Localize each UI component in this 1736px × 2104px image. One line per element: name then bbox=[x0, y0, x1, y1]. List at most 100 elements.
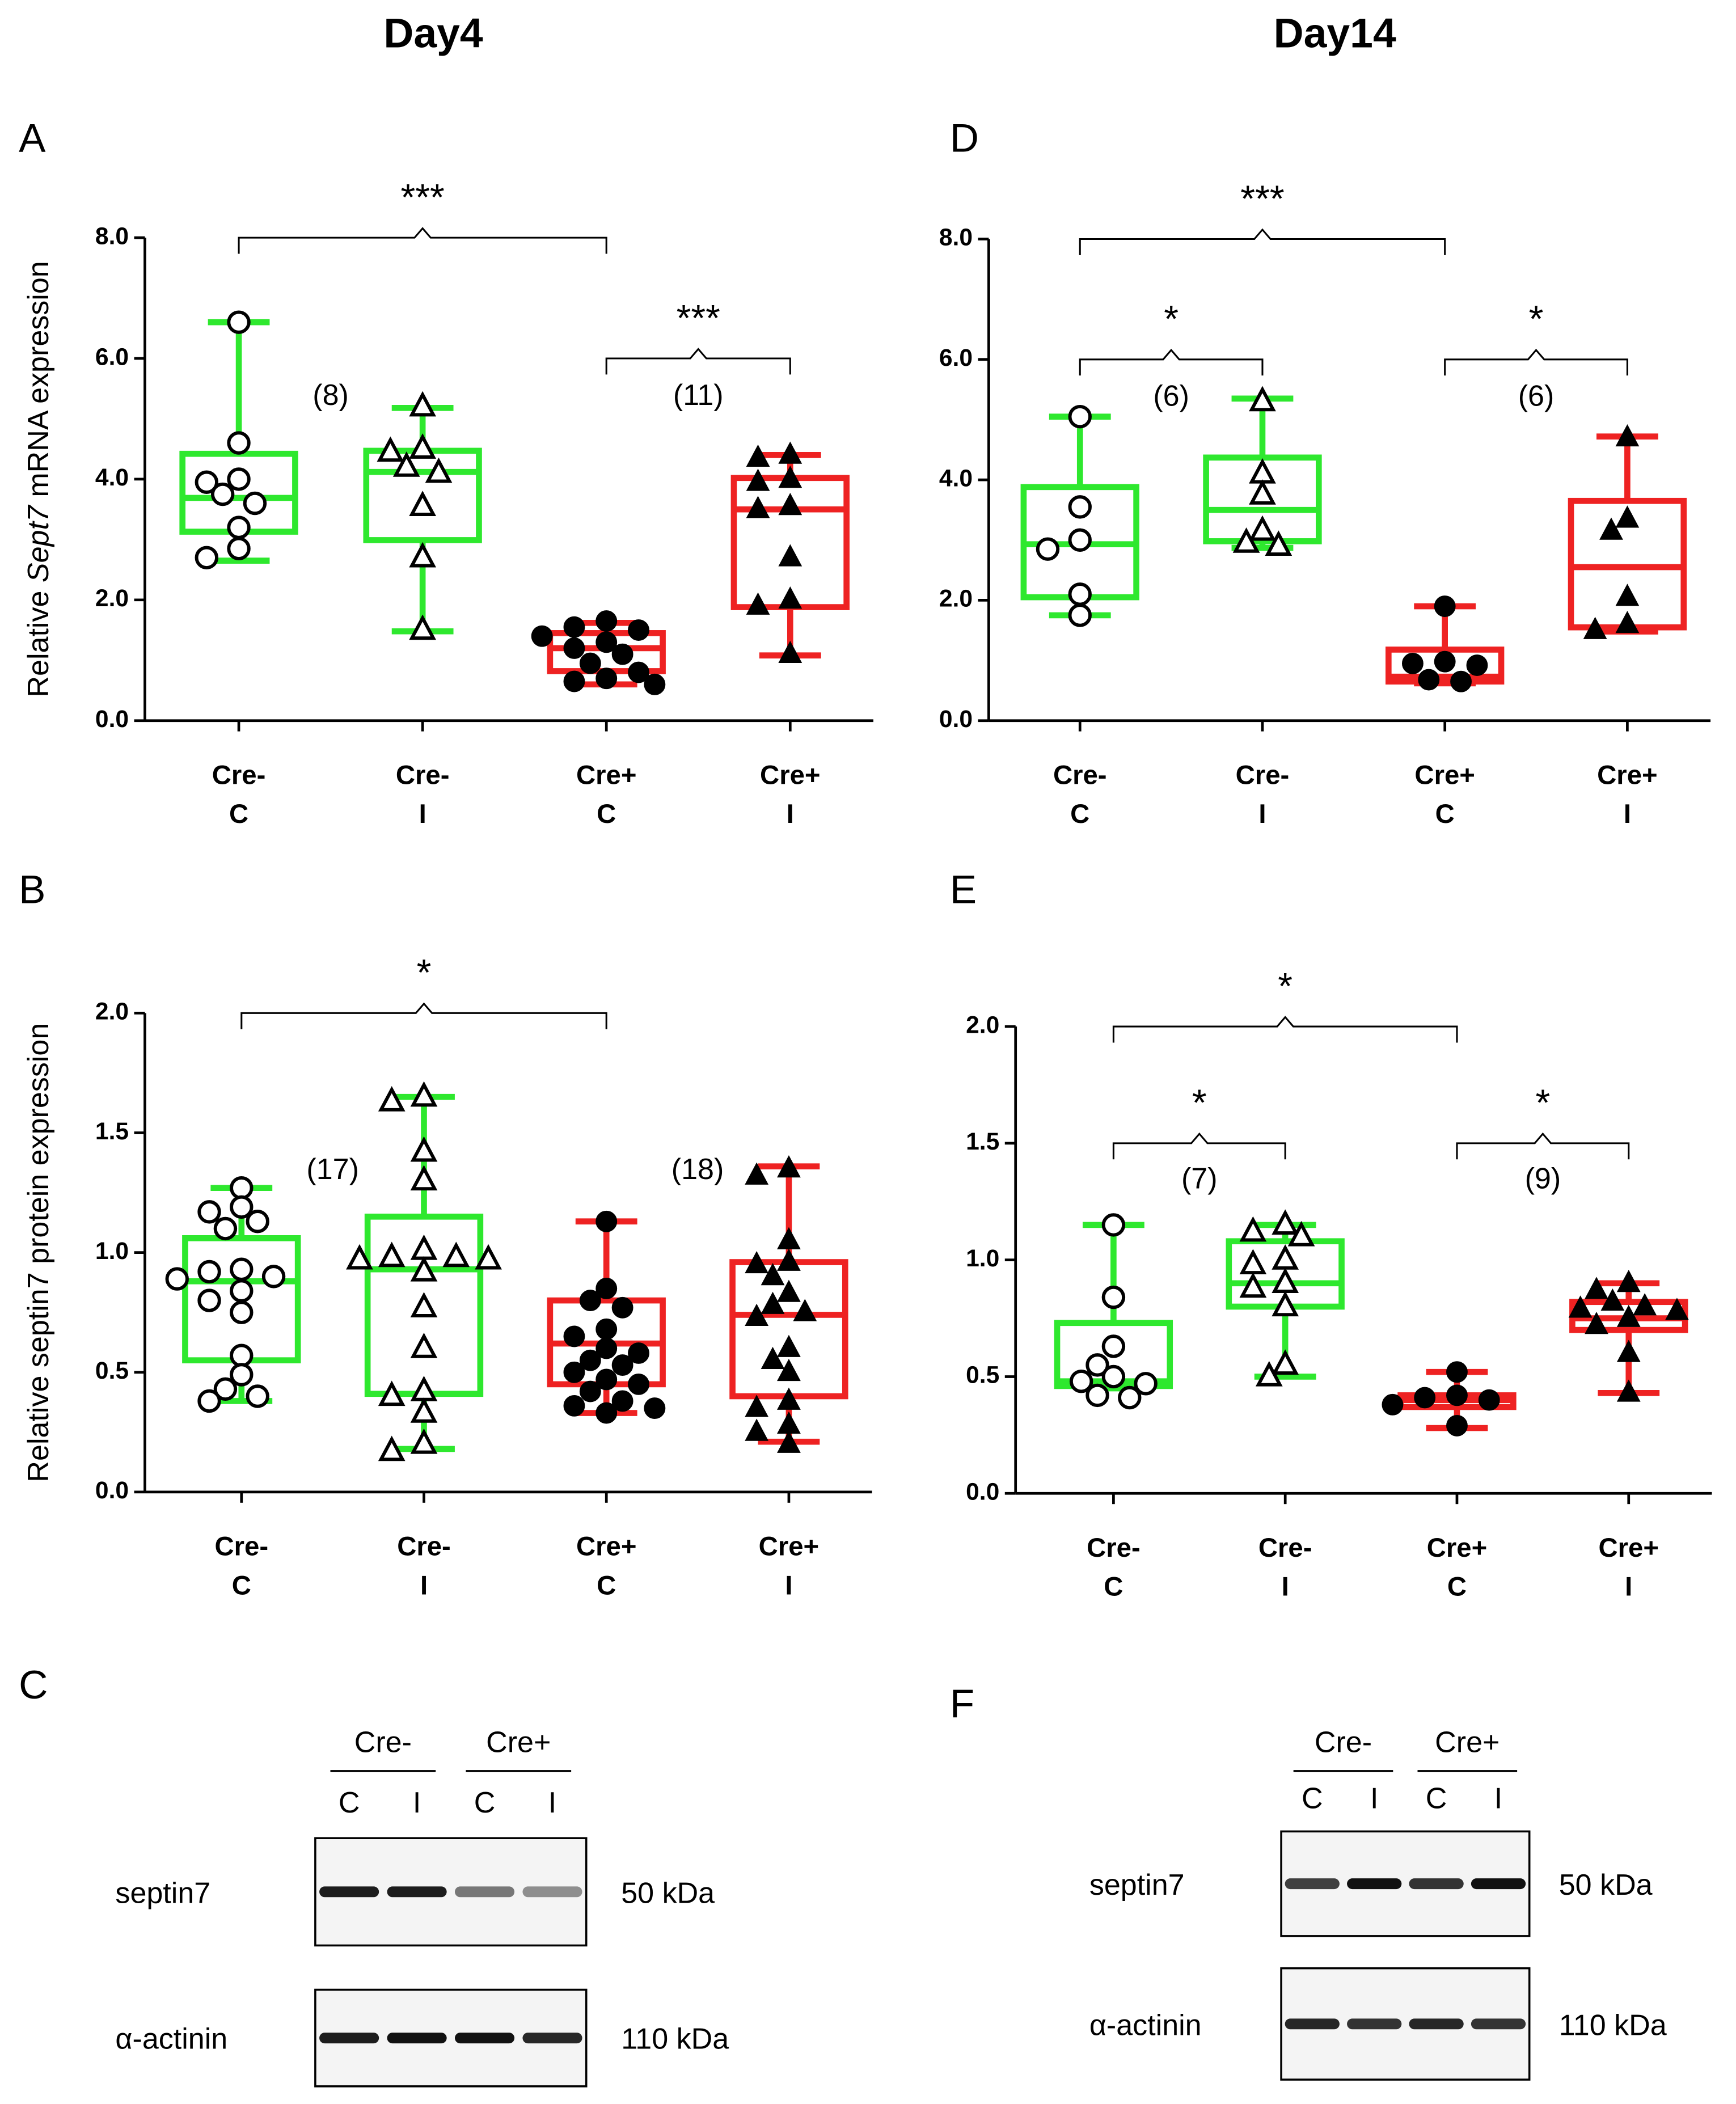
data-point bbox=[1615, 584, 1640, 606]
data-point bbox=[1068, 528, 1092, 552]
data-point bbox=[410, 1292, 438, 1317]
data-point bbox=[1633, 1293, 1657, 1316]
size-label: 110 kDa bbox=[621, 2023, 729, 2056]
data-point bbox=[213, 1377, 238, 1401]
panel-label: C bbox=[19, 1663, 48, 1708]
protein-label: septin7 bbox=[1089, 1869, 1185, 1902]
data-point bbox=[1478, 1389, 1500, 1411]
data-point bbox=[777, 1279, 801, 1302]
data-point bbox=[1068, 495, 1092, 519]
x-tick-label: Cre- bbox=[396, 761, 450, 791]
data-point bbox=[475, 1244, 502, 1270]
data-point bbox=[227, 467, 251, 491]
data-point bbox=[1134, 1372, 1158, 1396]
data-point bbox=[611, 643, 633, 665]
data-point bbox=[409, 391, 436, 417]
y-tick-label: 2.0 bbox=[966, 1011, 999, 1038]
blot-band bbox=[319, 1886, 379, 1898]
x-tick-label: Cre+ bbox=[1427, 1533, 1488, 1563]
y-tick-label: 8.0 bbox=[939, 224, 973, 251]
data-point bbox=[1101, 1364, 1126, 1389]
data-point bbox=[1249, 479, 1276, 505]
size-label: 50 kDa bbox=[1559, 1869, 1653, 1902]
data-point bbox=[628, 619, 649, 641]
data-point bbox=[1615, 424, 1640, 447]
panel-label: D bbox=[950, 116, 979, 161]
data-point bbox=[1068, 603, 1092, 627]
lane-label: C bbox=[339, 1786, 360, 1819]
data-point bbox=[213, 1216, 238, 1241]
data-point bbox=[745, 1418, 769, 1441]
data-point bbox=[1616, 1379, 1641, 1402]
data-point bbox=[1401, 652, 1424, 674]
data-point bbox=[442, 1241, 470, 1268]
data-point bbox=[777, 1430, 801, 1453]
data-point bbox=[409, 433, 436, 459]
data-point bbox=[230, 1343, 254, 1367]
panel-label: A bbox=[19, 116, 46, 161]
group-label: Cre- bbox=[354, 1726, 412, 1759]
data-point bbox=[595, 1278, 618, 1299]
data-point bbox=[777, 1227, 801, 1249]
data-point bbox=[778, 441, 802, 464]
n-label: (17) bbox=[306, 1153, 359, 1186]
group-label: Cre- bbox=[1315, 1726, 1372, 1759]
data-point bbox=[1615, 505, 1640, 528]
y-tick-label: 6.0 bbox=[95, 343, 129, 370]
n-label: (18) bbox=[671, 1153, 724, 1186]
data-point bbox=[230, 1257, 254, 1281]
data-point bbox=[563, 1361, 585, 1383]
data-point bbox=[644, 1397, 666, 1419]
data-point bbox=[195, 546, 218, 569]
data-point bbox=[1450, 670, 1472, 692]
data-point bbox=[1418, 669, 1440, 691]
data-point bbox=[227, 431, 251, 455]
x-tick-label: C bbox=[1435, 799, 1455, 829]
data-point bbox=[197, 1260, 221, 1284]
y-axis-label: Relative Sept7 mRNA expression bbox=[22, 261, 55, 697]
data-point bbox=[579, 1380, 601, 1402]
x-tick-label: C bbox=[232, 1570, 251, 1600]
x-tick-label: C bbox=[1104, 1572, 1123, 1602]
data-point bbox=[1272, 1244, 1299, 1270]
data-point bbox=[230, 1279, 254, 1303]
n-label: (11) bbox=[673, 379, 724, 412]
data-point bbox=[1068, 404, 1092, 429]
significance-label: *** bbox=[677, 297, 720, 339]
data-point bbox=[1616, 1340, 1641, 1362]
blot-band bbox=[454, 1886, 515, 1898]
data-point bbox=[595, 1368, 618, 1391]
y-axis-label-part: mRNA expression bbox=[22, 261, 55, 505]
data-point bbox=[346, 1244, 373, 1270]
n-label: (6) bbox=[1518, 379, 1555, 412]
data-point bbox=[1249, 386, 1276, 412]
data-point bbox=[210, 482, 235, 506]
bracket bbox=[1079, 348, 1264, 376]
significance-label: * bbox=[1192, 1082, 1207, 1124]
significance-label: * bbox=[1535, 1082, 1550, 1124]
data-point bbox=[409, 542, 436, 568]
bracket bbox=[1444, 348, 1628, 376]
data-point bbox=[1239, 1249, 1267, 1275]
data-point bbox=[777, 1248, 801, 1271]
n-label: (6) bbox=[1153, 379, 1189, 412]
data-point bbox=[410, 1165, 438, 1191]
data-point bbox=[778, 640, 802, 663]
y-tick-label: 4.0 bbox=[95, 464, 129, 491]
significance-label: * bbox=[1164, 298, 1179, 340]
data-point bbox=[197, 1389, 221, 1413]
lane-label: I bbox=[1494, 1782, 1502, 1815]
data-point bbox=[778, 544, 802, 567]
group-label: Cre+ bbox=[486, 1726, 551, 1759]
data-point bbox=[378, 1241, 406, 1268]
data-point bbox=[261, 1265, 286, 1288]
data-point bbox=[1101, 1213, 1126, 1237]
data-point bbox=[563, 637, 585, 659]
protein-label: septin7 bbox=[115, 1877, 210, 1909]
data-point bbox=[1118, 1385, 1142, 1410]
significance-label: * bbox=[1278, 965, 1293, 1007]
data-point bbox=[1239, 1272, 1267, 1298]
x-tick-label: I bbox=[419, 799, 426, 829]
data-point bbox=[1414, 1387, 1436, 1409]
